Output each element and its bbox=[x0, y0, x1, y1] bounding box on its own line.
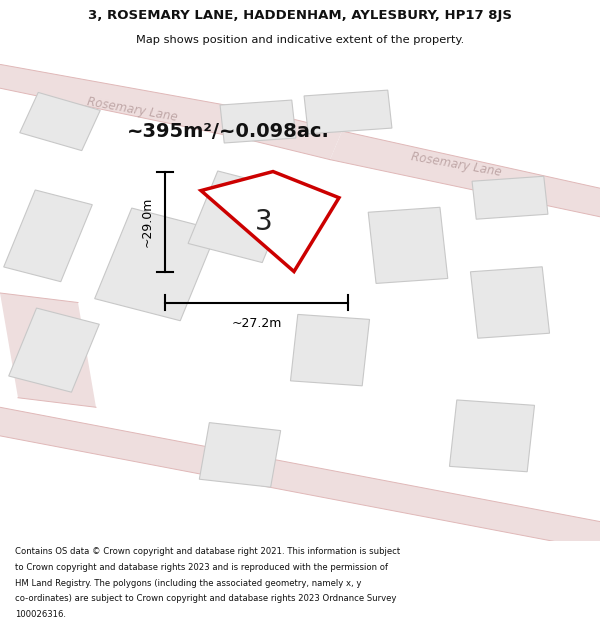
Polygon shape bbox=[188, 171, 292, 262]
Text: ~29.0m: ~29.0m bbox=[140, 196, 154, 247]
Polygon shape bbox=[4, 190, 92, 282]
Text: co-ordinates) are subject to Crown copyright and database rights 2023 Ordnance S: co-ordinates) are subject to Crown copyr… bbox=[15, 594, 397, 603]
Polygon shape bbox=[199, 422, 281, 487]
Polygon shape bbox=[0, 64, 264, 141]
Text: HM Land Registry. The polygons (including the associated geometry, namely x, y: HM Land Registry. The polygons (includin… bbox=[15, 579, 361, 587]
Polygon shape bbox=[20, 92, 100, 151]
Polygon shape bbox=[0, 293, 96, 408]
Polygon shape bbox=[0, 408, 600, 550]
Polygon shape bbox=[95, 208, 217, 321]
Polygon shape bbox=[368, 208, 448, 283]
Polygon shape bbox=[472, 176, 548, 219]
Text: 100026316.: 100026316. bbox=[15, 610, 66, 619]
Polygon shape bbox=[470, 267, 550, 338]
Text: 3, ROSEMARY LANE, HADDENHAM, AYLESBURY, HP17 8JS: 3, ROSEMARY LANE, HADDENHAM, AYLESBURY, … bbox=[88, 9, 512, 22]
Polygon shape bbox=[304, 90, 392, 134]
Polygon shape bbox=[201, 171, 339, 271]
Text: Contains OS data © Crown copyright and database right 2021. This information is : Contains OS data © Crown copyright and d… bbox=[15, 548, 400, 556]
Text: Rosemary Lane: Rosemary Lane bbox=[410, 150, 502, 179]
Text: Map shows position and indicative extent of the property.: Map shows position and indicative extent… bbox=[136, 34, 464, 44]
Text: 3: 3 bbox=[255, 208, 273, 236]
Polygon shape bbox=[290, 314, 370, 386]
Polygon shape bbox=[220, 100, 296, 143]
Polygon shape bbox=[330, 131, 600, 217]
Text: Rosemary Lane: Rosemary Lane bbox=[86, 95, 178, 124]
Polygon shape bbox=[252, 112, 342, 159]
Text: ~395m²/~0.098ac.: ~395m²/~0.098ac. bbox=[127, 121, 329, 141]
Polygon shape bbox=[449, 400, 535, 472]
Text: ~27.2m: ~27.2m bbox=[232, 318, 281, 331]
Polygon shape bbox=[9, 308, 99, 392]
Text: to Crown copyright and database rights 2023 and is reproduced with the permissio: to Crown copyright and database rights 2… bbox=[15, 563, 388, 572]
